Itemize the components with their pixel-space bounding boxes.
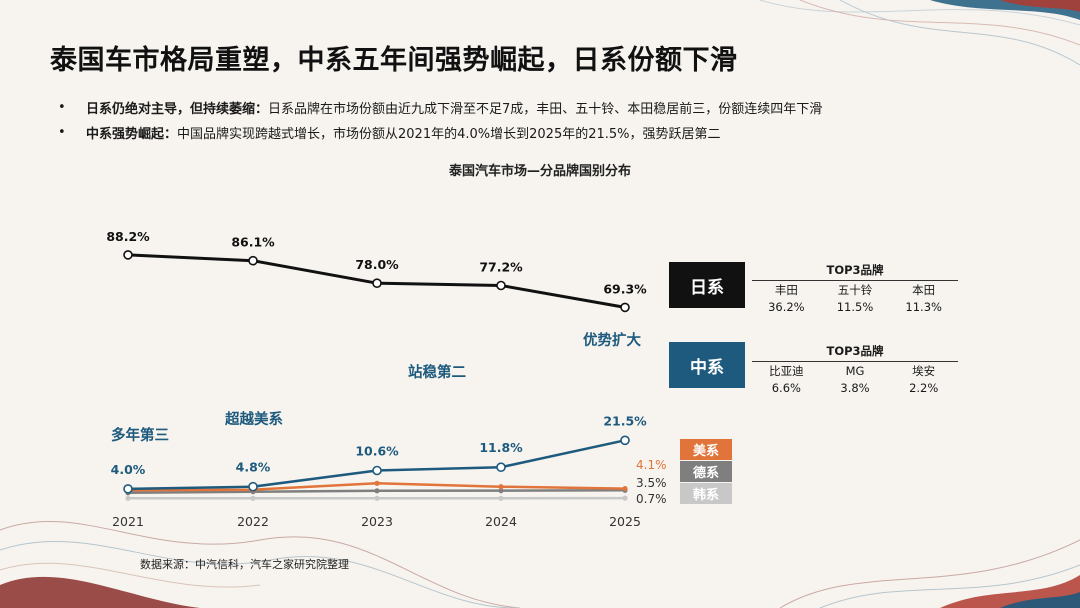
legend-germany-box: 德系 xyxy=(680,461,732,482)
data-point-korea xyxy=(125,495,131,501)
bullet-japan: • 日系仍绝对主导，但持续萎缩： 日系品牌在市场份额由近九成下滑至不足7成，丰田… xyxy=(58,95,1048,120)
data-point-japan xyxy=(248,255,258,266)
data-label-china: 11.8% xyxy=(479,440,523,455)
data-point-usa xyxy=(374,480,380,486)
data-label-germany: 3.5% xyxy=(636,476,667,490)
x-tick-label: 2025 xyxy=(609,514,641,529)
data-point-china xyxy=(372,465,382,476)
x-tick-label: 2023 xyxy=(361,514,393,529)
data-point-japan xyxy=(620,302,630,313)
legend-korea-box: 韩系 xyxy=(680,483,732,504)
data-source: 数据来源：中汽信科，汽车之家研究院整理 xyxy=(140,558,349,571)
data-label-korea: 0.7% xyxy=(636,492,667,506)
phase-annotation: 站稳第二 xyxy=(408,363,466,381)
data-point-germany xyxy=(498,488,504,494)
top3-china-table: TOP3品牌 比亚迪 MG 埃安 6.6% 3.8% 2.2% xyxy=(752,343,958,396)
bullet-text: 中国品牌实现跨越式增长，市场份额从2021年的4.0%增长到2025年的21.5… xyxy=(177,127,721,142)
top3-share: 6.6% xyxy=(771,381,801,395)
data-point-usa xyxy=(498,484,504,490)
data-label-japan: 77.2% xyxy=(479,259,523,274)
top3-brand: 五十铃 xyxy=(837,283,873,297)
data-label-china: 21.5% xyxy=(603,413,647,428)
top3-brand: 埃安 xyxy=(912,364,936,378)
data-point-china xyxy=(496,462,506,473)
legend-japan-box: 日系 xyxy=(669,262,745,308)
phase-annotation: 多年第三 xyxy=(111,426,169,444)
data-point-germany xyxy=(374,488,380,494)
top3-brand: 丰田 xyxy=(774,283,798,297)
top3-share: 36.2% xyxy=(768,300,805,314)
bullet-lead: 日系仍绝对主导，但持续萎缩： xyxy=(86,102,269,117)
data-point-japan xyxy=(123,250,133,260)
data-point-china xyxy=(248,481,258,492)
data-point-usa xyxy=(622,486,628,492)
data-point-korea xyxy=(622,495,628,501)
chart-title: 泰国汽车市场—分品牌国别分布 xyxy=(448,164,631,179)
top3-share: 11.5% xyxy=(836,300,874,314)
legend-china-box: 中系 xyxy=(669,342,745,388)
data-point-korea xyxy=(498,495,504,501)
legend-usa-box: 美系 xyxy=(680,439,732,460)
data-point-china xyxy=(123,484,133,494)
top3-brand-row: 丰田 五十铃 本田 xyxy=(752,283,958,298)
top3-header: TOP3品牌 xyxy=(752,343,958,362)
data-point-korea xyxy=(374,495,380,501)
top3-brand: 本田 xyxy=(912,283,936,297)
bullet-text: 日系品牌在市场份额由近九成下滑至不足7成，丰田、五十铃、本田稳居前三，份额连续四… xyxy=(268,102,823,117)
data-label-japan: 69.3% xyxy=(603,281,647,296)
data-label-japan: 86.1% xyxy=(231,235,275,250)
phase-annotation: 优势扩大 xyxy=(583,331,641,349)
bullet-marker: • xyxy=(58,125,66,140)
bullet-lead: 中系强势崛起： xyxy=(86,127,178,142)
data-label-japan: 88.2% xyxy=(106,229,150,244)
top3-japan-table: TOP3品牌 丰田 五十铃 本田 36.2% 11.5% 11.3% xyxy=(752,262,958,315)
bullet-china: • 中系强势崛起： 中国品牌实现跨越式增长，市场份额从2021年的4.0%增长到… xyxy=(58,120,1048,145)
x-tick-label: 2022 xyxy=(237,514,269,529)
top3-header: TOP3品牌 xyxy=(752,262,958,281)
page-title: 泰国车市格局重塑，中系五年间强势崛起，日系份额下滑 xyxy=(50,45,738,76)
top3-share: 3.8% xyxy=(840,381,870,395)
data-label-china: 4.0% xyxy=(111,462,146,477)
phase-annotation: 超越美系 xyxy=(224,410,283,428)
top3-share: 2.2% xyxy=(909,381,939,395)
data-label-china: 10.6% xyxy=(355,444,399,459)
data-point-china xyxy=(620,435,630,446)
data-label-japan: 78.0% xyxy=(355,257,399,272)
data-label-usa: 4.1% xyxy=(636,458,667,472)
top3-brand-row: 比亚迪 MG 埃安 xyxy=(752,364,958,379)
top3-share-row: 36.2% 11.5% 11.3% xyxy=(752,300,958,315)
bullet-list: • 日系仍绝对主导，但持续萎缩： 日系品牌在市场份额由近九成下滑至不足7成，丰田… xyxy=(58,95,1048,145)
top3-brand: MG xyxy=(845,364,865,378)
data-label-china: 4.8% xyxy=(236,460,271,475)
data-point-japan xyxy=(496,280,506,291)
top3-share: 11.3% xyxy=(905,300,942,314)
data-point-japan xyxy=(372,278,382,289)
x-tick-label: 2021 xyxy=(112,514,144,529)
x-tick-label: 2024 xyxy=(485,514,517,529)
bullet-marker: • xyxy=(58,100,66,115)
top3-share-row: 6.6% 3.8% 2.2% xyxy=(752,381,958,396)
data-point-korea xyxy=(250,495,256,501)
top3-brand: 比亚迪 xyxy=(769,364,804,378)
